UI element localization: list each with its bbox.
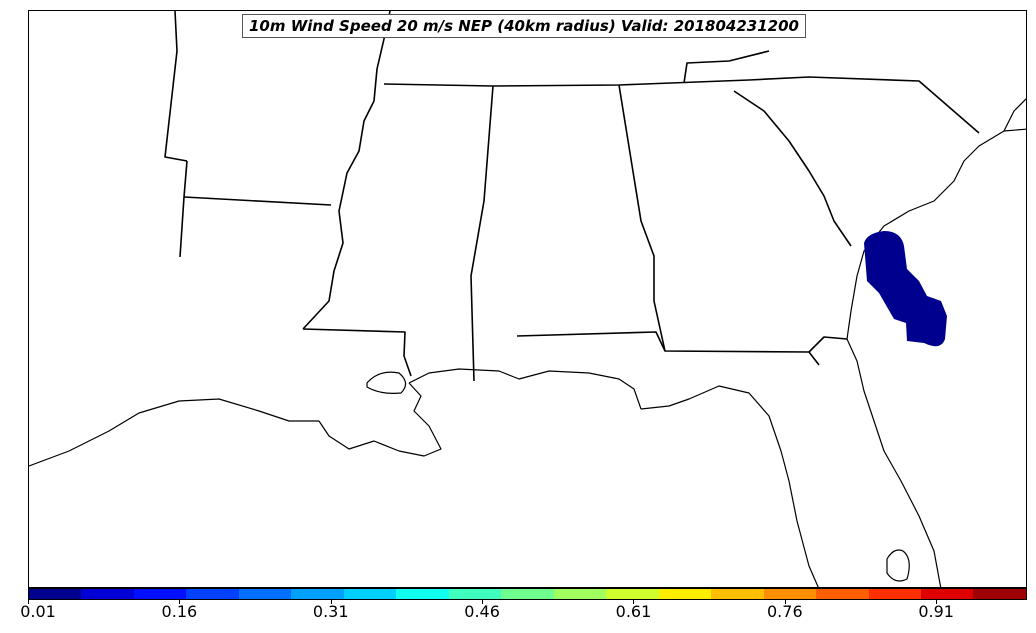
map-canvas xyxy=(29,11,1026,587)
colorbar-tick-label: 0.16 xyxy=(161,602,198,621)
state-border-georgia-south-carolina xyxy=(733,90,852,247)
colorbar-segment xyxy=(396,589,449,599)
state-border-tennessee-south xyxy=(383,79,750,87)
colorbar-segment xyxy=(763,589,817,599)
lake-okeechobee xyxy=(886,549,910,582)
colorbar-segment xyxy=(973,589,1026,599)
colorbar-segment xyxy=(291,589,344,599)
map-title: 10m Wind Speed 20 m/s NEP (40km radius) … xyxy=(242,14,806,38)
coastline-florida-atlantic xyxy=(846,338,942,587)
lake-pontchartrain xyxy=(366,371,407,394)
colorbar-segment xyxy=(553,589,607,599)
colorbar-segment xyxy=(920,589,974,599)
colorbar-segment xyxy=(238,589,292,599)
state-border-alabama-georgia xyxy=(618,84,666,352)
colorbar-segment xyxy=(501,589,554,599)
colorbar-segment xyxy=(816,589,869,599)
state-border-mississippi-river xyxy=(302,11,391,330)
colorbar-tick-label: 0.61 xyxy=(615,602,652,621)
state-border-florida-alabama xyxy=(516,331,820,366)
colorbar-tick-mark xyxy=(936,600,938,604)
colorbar-segment xyxy=(658,589,712,599)
map-panel xyxy=(28,10,1027,588)
colorbar-segment xyxy=(81,589,134,599)
coastline-texas xyxy=(29,398,319,467)
coastline-louisiana xyxy=(318,382,442,457)
colorbar-segment xyxy=(606,589,659,599)
colorbar-tick-label: 0.46 xyxy=(464,602,500,621)
state-border-missouri-arkansas xyxy=(164,11,188,162)
colorbar-tick-mark xyxy=(28,600,29,604)
colorbar-segment xyxy=(133,589,187,599)
colorbar-segment xyxy=(448,589,502,599)
probability-area-shading xyxy=(864,231,947,347)
colorbar-tick-label: 0.91 xyxy=(918,602,954,621)
state-border-louisiana-mississippi xyxy=(302,328,412,377)
colorbar-segment xyxy=(186,589,239,599)
state-border-arkansas-louisiana-north xyxy=(183,196,332,206)
colorbar-ticks: 0.01 0.16 0.31 0.46 0.61 0.76 0.91 xyxy=(20,600,1027,630)
coastline-florida-panhandle xyxy=(640,385,819,587)
colorbar-segment xyxy=(868,589,921,599)
colorbar-tick-mark xyxy=(482,600,484,604)
coastline-georgia-carolinas xyxy=(846,128,1026,340)
colorbar-tick-mark xyxy=(784,600,786,604)
colorbar-segment xyxy=(29,589,82,599)
state-border-north-carolina-south xyxy=(748,76,980,134)
colorbar-tick-label: 0.01 xyxy=(20,602,56,621)
colorbar-tick-mark xyxy=(633,600,635,604)
state-border-texas-line xyxy=(179,160,188,258)
state-border-florida-georgia xyxy=(808,336,848,353)
colorbar-tick-label: 0.31 xyxy=(312,602,349,621)
state-border-mississippi-alabama xyxy=(470,85,494,382)
colorbar-tick-mark xyxy=(179,600,181,604)
colorbar-tick-mark xyxy=(330,600,332,604)
coastline-gulf-mississippi-alabama xyxy=(408,368,642,410)
colorbar-segment xyxy=(343,589,397,599)
colorbar-tick-label: 0.76 xyxy=(767,602,803,621)
colorbar-segment xyxy=(711,589,764,599)
colorbar xyxy=(28,588,1027,600)
coastline-carolina-outer xyxy=(1003,98,1026,132)
state-border-north-carolina-west xyxy=(683,50,770,84)
